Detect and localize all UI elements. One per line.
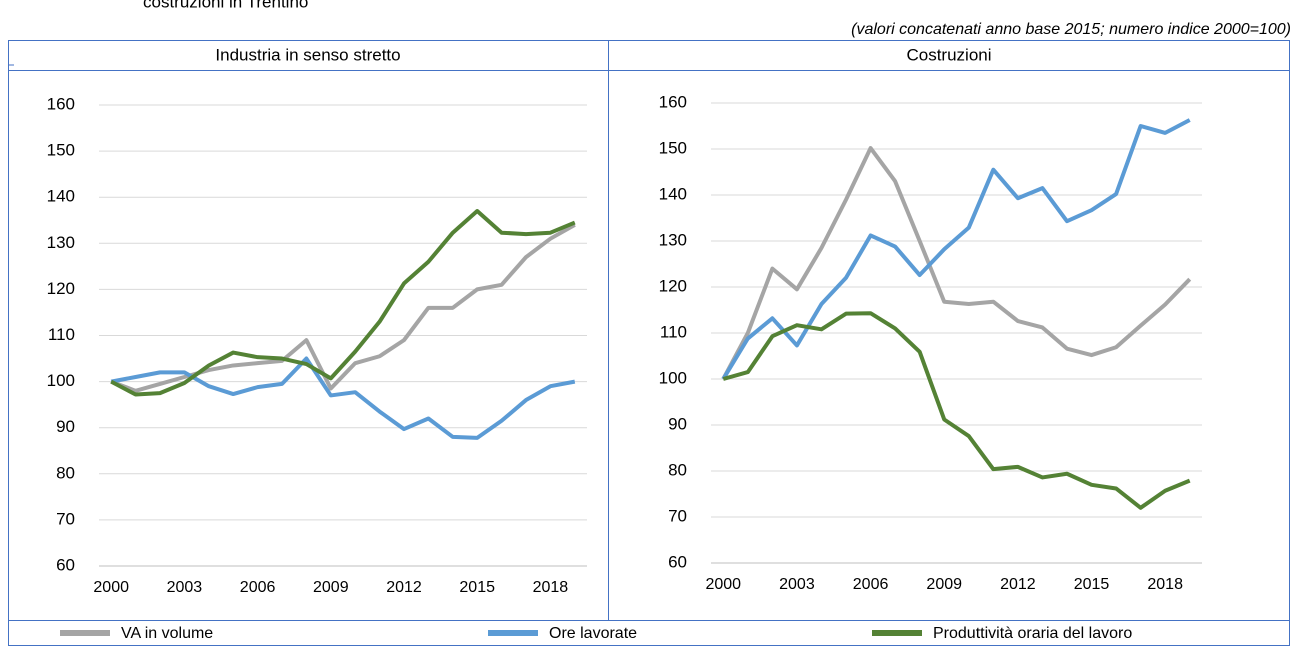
data-line <box>721 146 1192 380</box>
y-tick-label: 150 <box>47 141 75 160</box>
y-tick-label: 130 <box>47 233 75 252</box>
y-tick-label: 120 <box>47 279 75 298</box>
panel-title: Costruzioni <box>906 45 991 64</box>
x-tick-label: 2003 <box>167 579 203 596</box>
y-tick-label: 160 <box>659 92 687 111</box>
y-tick-label: 140 <box>47 187 75 206</box>
y-tick-label: 140 <box>659 184 687 203</box>
x-tick-label: 2000 <box>93 579 129 596</box>
x-tick-label: 2009 <box>926 576 962 593</box>
y-tick-label: 110 <box>48 325 75 344</box>
y-tick-label: 160 <box>47 94 75 113</box>
y-tick-label: 150 <box>659 138 687 157</box>
x-tick-label: 2015 <box>459 579 495 596</box>
panel-frame <box>8 40 1290 646</box>
x-tick-label: 2012 <box>386 579 422 596</box>
x-tick-label: 2018 <box>533 579 569 596</box>
data-line <box>110 356 576 440</box>
x-tick-label: 2009 <box>313 579 349 596</box>
data-line <box>722 311 1191 510</box>
x-tick-label: 2018 <box>1147 576 1183 593</box>
x-tick-label: 2006 <box>240 579 276 596</box>
x-tick-label: 2000 <box>705 576 741 593</box>
y-tick-label: 60 <box>668 552 687 571</box>
data-line <box>721 118 1191 381</box>
x-tick-label: 2015 <box>1074 576 1110 593</box>
x-tick-label: 2006 <box>853 576 889 593</box>
y-tick-label: 100 <box>659 368 687 387</box>
y-tick-label: 80 <box>668 460 687 479</box>
page-title: costruzioni in Trentino <box>143 0 308 11</box>
y-tick-label: 90 <box>668 414 687 433</box>
y-tick-label: 70 <box>56 509 75 528</box>
x-tick-label: 2003 <box>779 576 815 593</box>
y-tick-label: 80 <box>56 463 75 482</box>
subtitle: (valori concatenati anno base 2015; nume… <box>851 21 1291 38</box>
y-tick-label: 120 <box>659 276 687 295</box>
legend-label: VA in volume <box>121 625 213 642</box>
legend-label: Ore lavorate <box>549 625 637 642</box>
y-tick-label: 110 <box>660 322 687 341</box>
y-tick-label: 90 <box>56 417 75 436</box>
y-tick-label: 130 <box>659 230 687 249</box>
data-line <box>110 209 576 397</box>
y-tick-label: 60 <box>56 555 75 574</box>
x-tick-label: 2012 <box>1000 576 1036 593</box>
panel-title: Industria in senso stretto <box>215 45 400 64</box>
y-tick-label: 70 <box>668 506 687 525</box>
legend-label: Produttività oraria del lavoro <box>933 625 1132 642</box>
y-tick-label: 100 <box>47 371 75 390</box>
